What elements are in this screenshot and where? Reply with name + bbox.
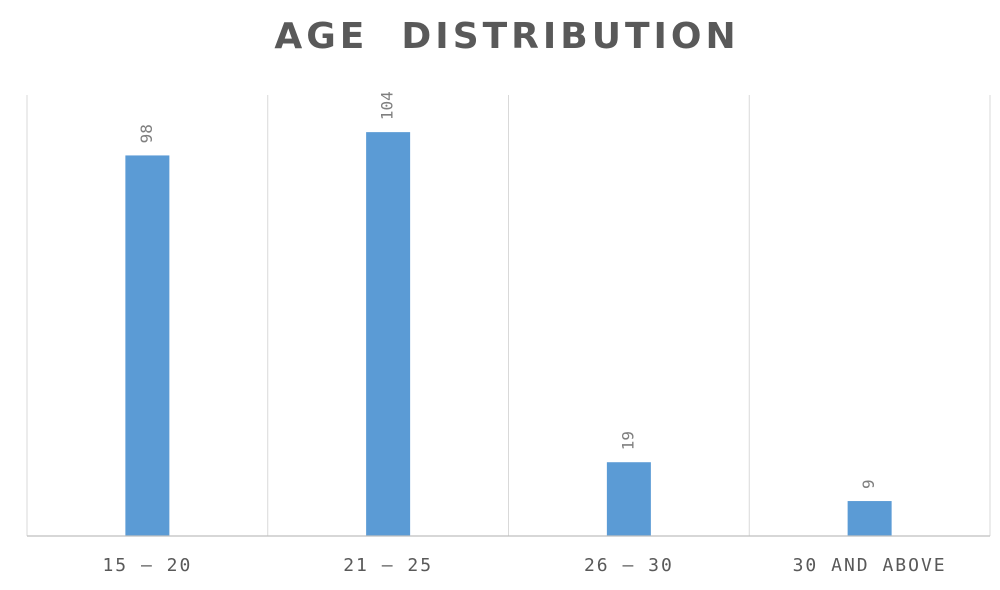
category-tick-label: 26 – 30 [584, 555, 674, 576]
data-label: 19 [618, 431, 637, 450]
category-tick-labels: 15 – 20 21 – 25 26 – 30 30 AND ABOVE [102, 555, 947, 576]
data-labels: 98 104 19 9 [137, 91, 878, 489]
bars [125, 132, 892, 536]
bar [366, 132, 411, 536]
category-tick-label: 21 – 25 [343, 555, 433, 576]
bar [606, 462, 651, 536]
bar [847, 501, 892, 536]
bar [125, 155, 170, 536]
category-tick-label: 30 AND ABOVE [793, 555, 947, 576]
data-label: 9 [859, 479, 878, 489]
data-label: 104 [378, 91, 397, 120]
chart-title: AGE DISTRIBUTION [274, 16, 739, 57]
data-label: 98 [137, 124, 156, 143]
gridlines [26, 95, 991, 536]
category-tick-label: 15 – 20 [102, 555, 192, 576]
